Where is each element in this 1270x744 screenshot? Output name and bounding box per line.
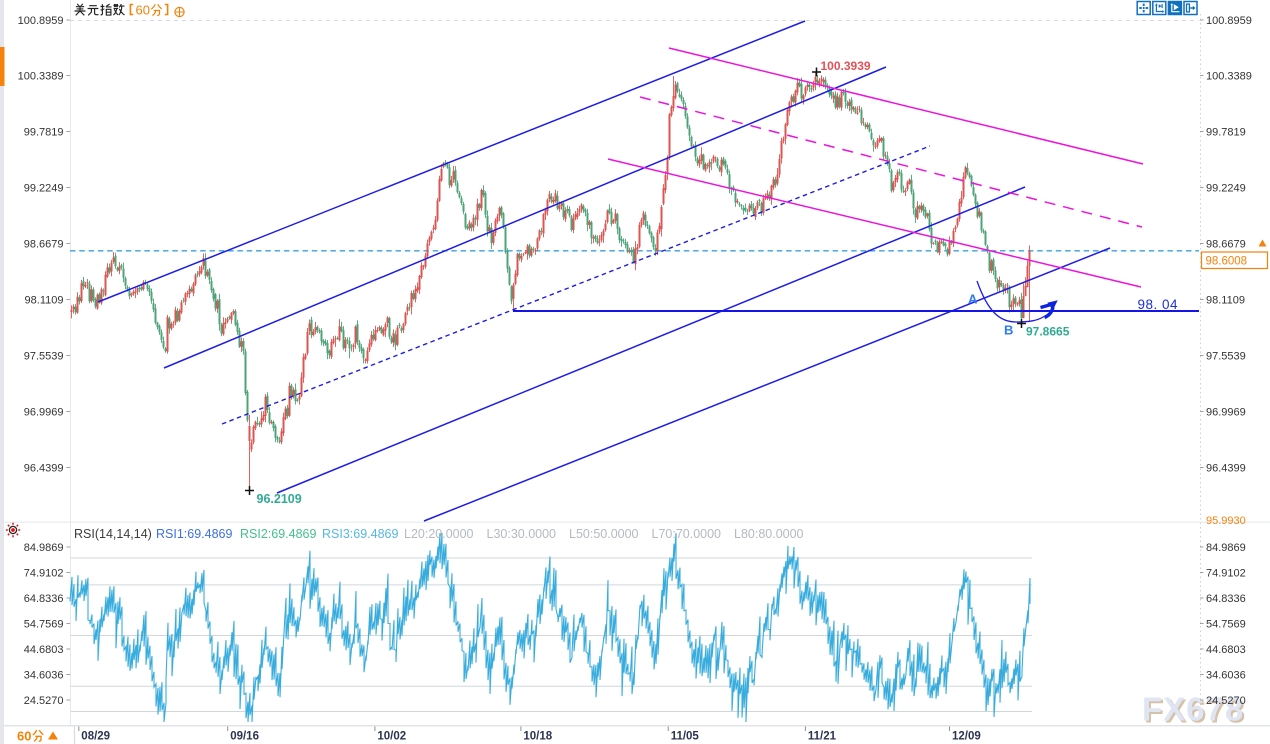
svg-text:98.6679: 98.6679	[1206, 239, 1246, 251]
svg-text:96.9969: 96.9969	[24, 407, 64, 419]
svg-text:L20:20.0000: L20:20.0000	[404, 527, 474, 541]
svg-text:97.8665: 97.8665	[1026, 325, 1070, 339]
svg-text:64.8336: 64.8336	[1206, 593, 1246, 605]
svg-text:10/18: 10/18	[523, 731, 552, 743]
svg-text:98.1109: 98.1109	[25, 295, 64, 307]
svg-text:96.4399: 96.4399	[1206, 463, 1246, 475]
svg-text:64.8336: 64.8336	[24, 593, 64, 605]
svg-text:96.2109: 96.2109	[257, 492, 302, 506]
svg-text:11/05: 11/05	[671, 731, 700, 743]
svg-text:98.6008: 98.6008	[1206, 256, 1248, 268]
svg-text:100.3389: 100.3389	[1206, 71, 1252, 83]
svg-text:L30:30.0000: L30:30.0000	[487, 527, 557, 541]
svg-text:10/02: 10/02	[377, 731, 406, 743]
svg-text:84.9869: 84.9869	[1206, 542, 1246, 554]
svg-text:97.5539: 97.5539	[1206, 351, 1246, 363]
svg-text:FX678: FX678	[1144, 693, 1246, 730]
svg-text:12/09: 12/09	[952, 731, 981, 743]
svg-text:100.8959: 100.8959	[1206, 15, 1252, 27]
svg-text:34.6036: 34.6036	[1206, 670, 1246, 682]
svg-text:95.9930: 95.9930	[1206, 515, 1246, 527]
svg-text:L50:50.0000: L50:50.0000	[569, 527, 639, 541]
svg-text:98.6679: 98.6679	[24, 239, 64, 251]
svg-text:100.3389: 100.3389	[18, 71, 64, 83]
svg-text:99.2249: 99.2249	[1206, 183, 1246, 195]
svg-text:RSI(14,14,14): RSI(14,14,14)	[74, 527, 152, 541]
svg-text:60: 60	[17, 729, 31, 744]
svg-text:11/21: 11/21	[808, 731, 837, 743]
svg-text:96.9969: 96.9969	[1206, 407, 1246, 419]
svg-text:100.8959: 100.8959	[18, 15, 64, 27]
svg-text:99.7819: 99.7819	[1206, 127, 1246, 139]
svg-text:24.5270: 24.5270	[24, 695, 64, 707]
svg-text:98. 04: 98. 04	[1138, 297, 1179, 312]
svg-text:FX678: FX678	[1142, 691, 1244, 728]
svg-text:100.3939: 100.3939	[821, 59, 871, 73]
svg-text:99.7819: 99.7819	[24, 127, 64, 139]
svg-text:74.9102: 74.9102	[24, 568, 64, 580]
svg-text:44.6803: 44.6803	[1206, 644, 1246, 656]
svg-text:84.9869: 84.9869	[24, 542, 64, 554]
svg-text:60: 60	[136, 3, 150, 18]
svg-text:RSI2:69.4869: RSI2:69.4869	[240, 527, 316, 541]
svg-text:34.6036: 34.6036	[24, 670, 64, 682]
svg-text:74.9102: 74.9102	[1206, 568, 1246, 580]
svg-text:08/29: 08/29	[81, 731, 110, 743]
svg-text:09/16: 09/16	[230, 731, 259, 743]
svg-text:L80:80.0000: L80:80.0000	[734, 527, 804, 541]
svg-text:44.6803: 44.6803	[24, 644, 64, 656]
svg-text:98.1109: 98.1109	[1206, 295, 1245, 307]
svg-text:A: A	[968, 292, 978, 307]
svg-text:RSI1:69.4869: RSI1:69.4869	[156, 527, 232, 541]
svg-text:L70:70.0000: L70:70.0000	[652, 527, 722, 541]
svg-text:97.5539: 97.5539	[24, 351, 64, 363]
svg-text:99.2249: 99.2249	[24, 183, 64, 195]
svg-text:96.4399: 96.4399	[24, 463, 64, 475]
svg-text:54.7569: 54.7569	[24, 619, 64, 631]
svg-text:RSI3:69.4869: RSI3:69.4869	[322, 527, 398, 541]
svg-text:24.5270: 24.5270	[1206, 695, 1246, 707]
svg-text:54.7569: 54.7569	[1206, 619, 1246, 631]
svg-text:B: B	[1004, 323, 1013, 338]
